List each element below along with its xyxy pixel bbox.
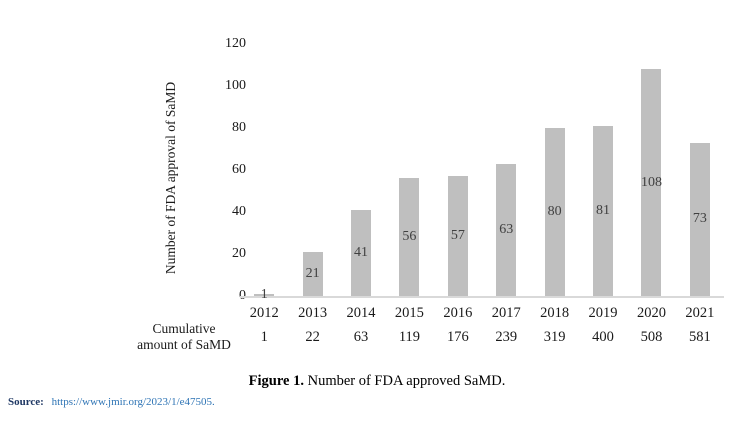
year-label: 2013: [298, 305, 328, 321]
cumulative-value: 1: [260, 329, 268, 345]
bar-column-2014: 41: [337, 44, 385, 296]
source-url-link[interactable]: https://www.jmir.org/2023/1/e47505.: [51, 396, 215, 408]
bar-2015: 56: [399, 178, 420, 296]
bar-2016: 57: [447, 176, 468, 296]
bar-2019: 81: [593, 125, 614, 296]
year-label: 2021: [685, 305, 715, 321]
cumulative-row-label: Cumulative amount of SaMD: [126, 321, 242, 353]
y-axis-title: Number of FDA approval of SaMD: [163, 81, 178, 275]
source-label: Source:: [8, 396, 44, 408]
cumulative-value: 239: [495, 329, 518, 345]
y-tick-label: 120: [225, 36, 246, 51]
source-line: Source: https://www.jmir.org/2023/1/e475…: [8, 396, 215, 408]
bar-value-label: 73: [692, 211, 707, 227]
bar-chart-plot-area: 1 21 41 56 57 63 80 81 108 73: [240, 44, 724, 301]
cumulative-value: 176: [446, 329, 469, 345]
year-label: 2014: [346, 305, 376, 321]
cumulative-value: 119: [398, 329, 421, 345]
bar-2014: 41: [351, 209, 372, 296]
year-label: 2020: [636, 305, 666, 321]
cumulative-value: 400: [592, 329, 614, 345]
x-axis-year-labels: 2012 2013 2014 2015 2016 2017 2018 2019 2020 2021: [240, 304, 724, 322]
year-label: 2015: [394, 305, 424, 321]
bar-value-label: 21: [305, 265, 320, 281]
bar-value-label: 80: [547, 204, 562, 219]
bar-2018: 80: [544, 128, 565, 296]
cumulative-row-label-line2: amount of SaMD: [137, 337, 231, 352]
bar-2020: 108: [640, 69, 662, 296]
figure-caption-label: Figure 1.: [248, 373, 304, 389]
bar-column-2020: 108: [627, 44, 675, 296]
year-label: 2018: [540, 305, 570, 321]
cumulative-value: 63: [353, 329, 369, 345]
bar-2013: 21: [302, 251, 323, 296]
cumulative-value: 319: [543, 329, 566, 345]
bar-2012: 1: [254, 287, 275, 301]
figure-caption-text: Number of FDA approved SaMD.: [307, 373, 506, 389]
bar-value-label: 1: [260, 286, 268, 302]
year-label: 2019: [588, 305, 618, 321]
figure-caption: Figure 1. Number of FDA approved SaMD.: [0, 373, 754, 390]
cumulative-value: 581: [688, 329, 711, 345]
bar-2017: 63: [496, 163, 517, 296]
y-tick-label: 0: [239, 288, 246, 303]
cumulative-row-label-line1: Cumulative: [152, 321, 216, 336]
bar-column-2013: 21: [288, 44, 336, 296]
y-tick-label: 40: [232, 204, 246, 219]
bar-column-2012: 1: [240, 44, 288, 301]
y-tick-label: 80: [232, 120, 246, 135]
year-label: 2016: [443, 305, 473, 321]
y-tick-label: 60: [232, 162, 246, 177]
cumulative-values-row: 1 22 63 119 176 239 319 400 508 581: [240, 328, 724, 346]
bar-column-2017: 63: [482, 44, 530, 296]
bar-column-2015: 56: [385, 44, 433, 296]
bar-value-label: 56: [402, 229, 417, 245]
year-label: 2012: [249, 305, 279, 321]
bar-column-2019: 81: [579, 44, 627, 296]
bar-value-label: 57: [450, 228, 465, 244]
cumulative-value: 22: [305, 329, 320, 345]
cumulative-value: 508: [640, 329, 663, 345]
bar-value-label: 108: [640, 174, 662, 190]
bar-2021: 73: [689, 142, 710, 296]
bar-column-2016: 57: [434, 44, 482, 296]
bar-value-label: 41: [354, 244, 369, 260]
bar-column-2021: 73: [676, 44, 724, 296]
y-tick-label: 100: [225, 78, 246, 93]
year-label: 2017: [491, 305, 521, 321]
bar-value-label: 63: [499, 221, 514, 237]
bar-value-label: 81: [596, 202, 611, 218]
bar-column-2018: 80: [530, 44, 578, 296]
y-tick-label: 20: [232, 246, 246, 261]
